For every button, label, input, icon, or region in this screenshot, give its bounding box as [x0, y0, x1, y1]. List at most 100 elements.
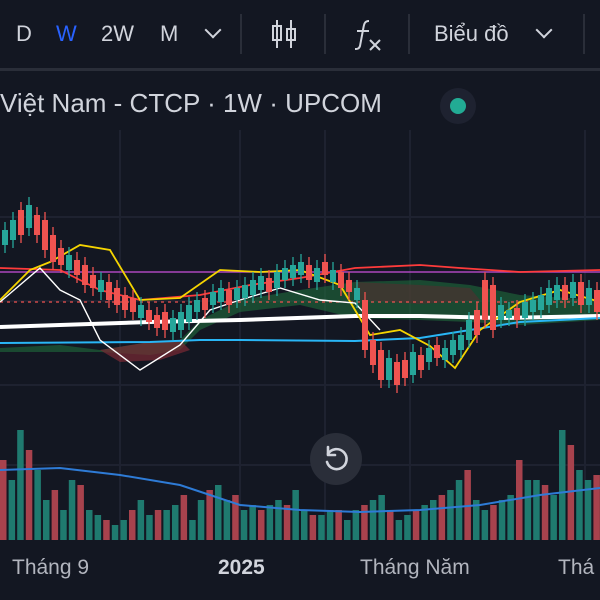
volume-bars [0, 430, 600, 540]
symbol-legend-title[interactable]: Việt Nam - CTCP · 1W · UPCOM [0, 88, 382, 118]
candle-body [546, 288, 552, 305]
volume-bar [232, 495, 239, 540]
price-candles [2, 197, 600, 393]
candle-body [498, 305, 504, 320]
candle-body [482, 280, 488, 320]
candle-body [170, 318, 176, 332]
candlestick-icon[interactable] [270, 18, 298, 50]
time-axis[interactable]: Tháng 9 2025 Tháng Năm Thá [0, 540, 600, 600]
candle-body [354, 288, 360, 300]
volume-bar [516, 460, 523, 540]
volume-bar [111, 525, 119, 540]
candle-body [490, 285, 496, 330]
volume-bar [25, 450, 33, 540]
volume-bar [215, 485, 222, 540]
candle-body [538, 295, 544, 310]
candle-body [82, 265, 88, 285]
price-chart[interactable] [0, 130, 600, 540]
candle-body [306, 265, 312, 280]
candle-body [362, 300, 368, 350]
candle-body [74, 260, 80, 275]
candle-body [26, 205, 32, 228]
function-fx-icon[interactable] [352, 18, 384, 52]
interval-w-button[interactable]: W [56, 21, 77, 46]
volume-bar [137, 500, 145, 540]
volume-bar [438, 495, 446, 540]
chevron-down-icon[interactable] [204, 21, 222, 39]
candle-body [562, 285, 568, 300]
candle-body [586, 288, 592, 305]
volume-bar [240, 510, 248, 540]
candle-body [194, 300, 200, 312]
volume-bar [507, 495, 514, 540]
volume-bar [309, 515, 317, 540]
candle-body [474, 310, 480, 335]
volume-bar [301, 510, 308, 540]
candle-body [458, 335, 464, 350]
lagging-line [0, 267, 381, 371]
candle-body [418, 355, 424, 370]
candle-body [330, 270, 336, 282]
chevron-down-icon[interactable] [535, 21, 553, 39]
volume-bar [352, 510, 360, 540]
chart-type-label[interactable]: Biểu đồ [434, 21, 509, 46]
volume-bar [283, 505, 291, 540]
time-tick-label: Tháng 9 [12, 556, 90, 579]
market-status[interactable] [440, 88, 476, 124]
chart-grid [0, 130, 600, 540]
candle-body [138, 305, 144, 318]
volume-bar [524, 480, 532, 540]
candle-body [50, 235, 56, 262]
volume-bar [292, 490, 299, 540]
volume-bar [206, 490, 213, 540]
reset-chart-button[interactable] [310, 433, 362, 485]
toolbar-separator [240, 14, 242, 54]
volume-bar [430, 500, 437, 540]
volume-bar [412, 510, 420, 540]
volume-bar [550, 495, 557, 540]
volume-bar [275, 500, 282, 540]
volume-bar [490, 505, 497, 540]
interval-2w-button[interactable]: 2W [101, 21, 134, 46]
volume-bar [146, 515, 153, 540]
candle-body [522, 302, 528, 318]
volume-bar [378, 495, 385, 540]
volume-bar [335, 510, 342, 540]
volume-bar [180, 495, 188, 540]
candle-body [426, 348, 432, 362]
candle-body [234, 288, 240, 300]
candle-body [58, 248, 64, 265]
candle-body [178, 312, 184, 330]
baseline-line [0, 317, 600, 344]
volume-bar [455, 480, 463, 540]
volume-bar [481, 510, 489, 540]
candle-body [514, 308, 520, 320]
candle-body [42, 220, 48, 250]
candle-body [594, 290, 600, 312]
volume-ma-line [0, 466, 600, 514]
candle-body [10, 220, 16, 240]
cloud-red [355, 282, 480, 304]
volume-bar [318, 515, 325, 540]
volume-bar [172, 505, 179, 540]
volume-bar [541, 485, 549, 540]
volume-bar [584, 480, 592, 540]
candle-body [410, 352, 416, 375]
candle-body [90, 275, 96, 288]
candle-body [378, 350, 384, 380]
top-toolbar: D W 2W M Biểu đồ [0, 0, 600, 68]
candle-body [578, 282, 584, 305]
volume-bar [77, 485, 84, 540]
interval-d-button[interactable]: D [16, 21, 32, 46]
candle-body [242, 285, 248, 298]
candle-body [450, 340, 456, 355]
interval-m-button[interactable]: M [160, 21, 179, 46]
volume-bar [593, 475, 600, 540]
candle-body [146, 310, 152, 322]
volume-bar [60, 510, 67, 540]
volume-bar [344, 520, 351, 540]
candle-body [434, 345, 440, 358]
market-status-dot [450, 98, 466, 114]
volume-bar [189, 520, 196, 540]
volume-bar [94, 515, 102, 540]
